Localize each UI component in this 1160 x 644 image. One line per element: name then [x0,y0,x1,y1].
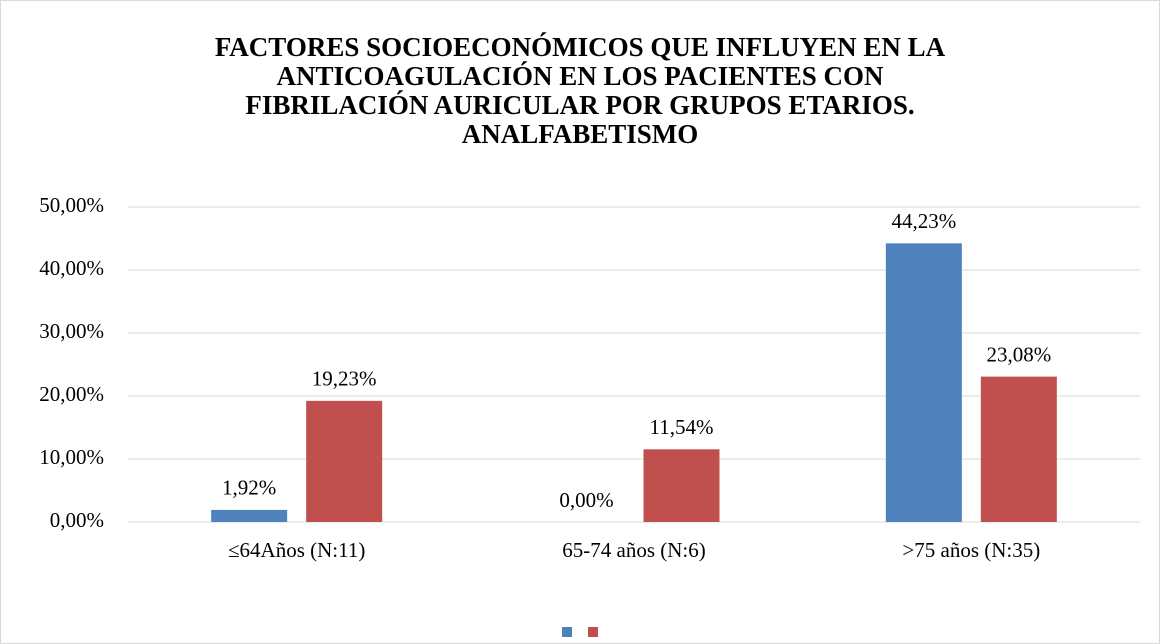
chart-title: ANALFABETISMO [462,119,699,149]
data-label: 23,08% [986,342,1051,366]
bar [211,509,288,522]
bar [980,376,1057,522]
data-label: 11,54% [650,415,714,439]
chart-title: ANTICOAGULACIÓN EN LOS PACIENTES CON [276,61,884,91]
y-tick-label: 50,00% [39,193,104,217]
y-tick-label: 20,00% [39,382,104,406]
x-tick-label: 65-74 años (N:6) [562,538,705,562]
x-tick-label: ≤64Años (N:11) [228,538,365,562]
y-tick-label: 10,00% [39,445,104,469]
x-tick-label: >75 años (N:35) [902,538,1040,562]
y-tick-label: 40,00% [39,256,104,280]
y-tick-label: 0,00% [50,508,104,532]
data-label: 44,23% [891,209,956,233]
chart-title: FACTORES SOCIOECONÓMICOS QUE INFLUYEN EN… [215,32,946,62]
data-label: 1,92% [222,476,276,500]
bar [885,243,962,522]
legend-swatch [562,627,572,637]
data-label: 19,23% [312,367,377,391]
y-tick-label: 30,00% [39,319,104,343]
bar [643,449,720,522]
chart-title: FIBRILACIÓN AURICULAR POR GRUPOS ETARIOS… [245,90,914,120]
legend-swatch [588,627,598,637]
data-label: 0,00% [559,488,613,512]
bar [306,400,383,522]
